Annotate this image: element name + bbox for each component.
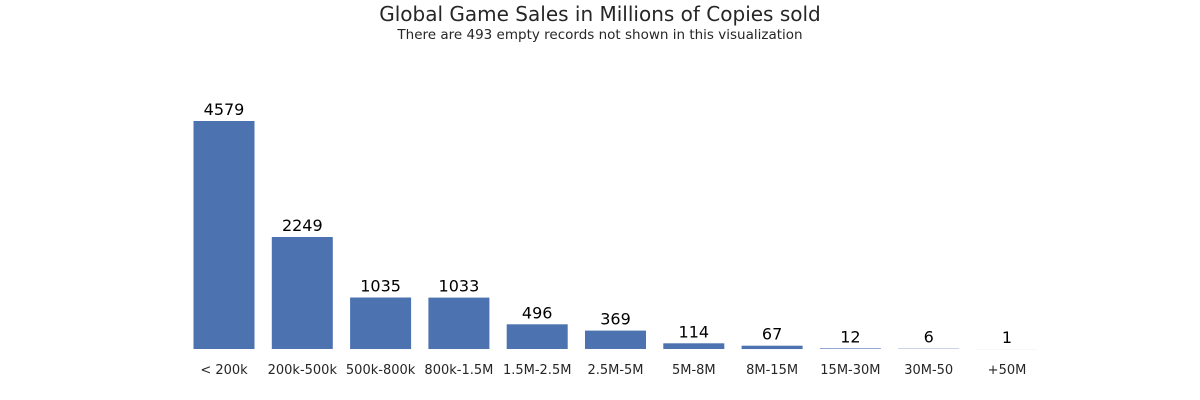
data-label-5: 369: [600, 310, 631, 329]
data-label-8: 12: [840, 327, 860, 346]
data-label-10: 1: [1002, 328, 1012, 347]
bar-4: [506, 324, 568, 349]
bar-0: [193, 121, 255, 349]
bar-2: [350, 297, 412, 350]
x-tick-label-0: < 200k: [200, 363, 248, 378]
data-label-6: 114: [679, 322, 710, 341]
data-label-0: 4579: [204, 100, 245, 119]
data-label-1: 2249: [282, 216, 323, 235]
bar-8: [819, 348, 881, 349]
bar-7: [741, 345, 803, 350]
data-label-9: 6: [924, 328, 934, 347]
data-label-2: 1035: [360, 277, 401, 296]
x-tick-label-2: 500k-800k: [346, 363, 416, 378]
chart-subtitle: There are 493 empty records not shown in…: [397, 27, 803, 43]
bar-1: [271, 237, 333, 349]
x-tick-label-6: 5M-8M: [672, 363, 716, 378]
x-tick-label-4: 1.5M-2.5M: [503, 363, 571, 378]
x-tick-label-10: +50M: [988, 363, 1027, 378]
x-tick-label-7: 8M-15M: [746, 363, 798, 378]
x-tick-label-8: 15M-30M: [820, 363, 880, 378]
data-label-7: 67: [762, 325, 782, 344]
x-tick-label-3: 800k-1.5M: [424, 363, 493, 378]
data-label-4: 496: [522, 303, 553, 322]
chart-title: Global Game Sales in Millions of Copies …: [379, 2, 821, 26]
data-label-3: 1033: [439, 277, 480, 296]
x-tick-label-1: 200k-500k: [268, 363, 338, 378]
x-tick-label-5: 2.5M-5M: [587, 363, 643, 378]
bar-3: [428, 297, 490, 350]
bar-5: [585, 330, 646, 349]
bar-6: [663, 343, 725, 349]
x-tick-label-9: 30M-50: [904, 363, 953, 378]
